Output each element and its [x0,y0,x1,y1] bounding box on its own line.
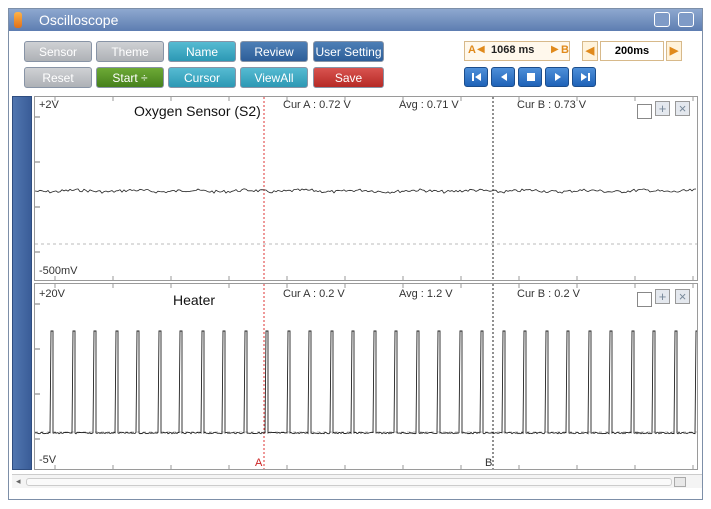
scroll-track[interactable] [26,478,672,486]
review-button[interactable]: Review [240,41,308,62]
marker-b: B [485,457,493,469]
arrow: ▶ [551,44,559,55]
cur-a: Cur A : 0.2 V [283,288,345,300]
cur-a: Cur A : 0.72 V [283,99,351,111]
close-button[interactable]: × [675,289,690,304]
theme-button[interactable]: Theme [96,41,164,62]
start-button[interactable]: Start ÷ [96,67,164,88]
cursor-button[interactable]: Cursor [168,67,236,88]
sensor-button[interactable]: Sensor [24,41,92,62]
viewall-button[interactable]: ViewAll [240,67,308,88]
window-button[interactable] [678,12,694,27]
cursor-delta: 1068 ms [491,44,535,56]
scroll-left[interactable]: ◂ [16,476,21,486]
user-setting-button[interactable]: User Setting [313,41,384,62]
close-button[interactable]: × [675,101,690,116]
transport-icons [472,73,590,81]
min-label: -5V [39,454,57,466]
time-div: 200ms [600,41,664,61]
channel-name: Heater [173,292,216,308]
panel: +20V Heater Cur A : 0.2 V Avg : 1.2 V Cu… [34,283,698,470]
min-label: -500mV [39,265,78,277]
name-button[interactable]: Name [168,41,236,62]
window-button[interactable] [654,12,670,27]
cursor-b-label: B [561,44,569,56]
waveform [35,330,697,435]
panel: +2V Oxygen Sensor (S2) Cur A : 0.72 V Av… [34,96,698,281]
add-button[interactable]: + [655,289,670,304]
configuration-tab[interactable]: Configuration [12,96,206,470]
add-button[interactable]: + [655,101,670,116]
cur-b: Cur B : 0.73 V [517,99,587,111]
cursor-a-label: A [468,44,476,56]
max-label: +2V [39,99,59,111]
avg: Avg : 1.2 V [399,288,453,300]
save-button[interactable]: Save [313,67,384,88]
title-bar: Oscilloscope [9,9,702,31]
time-up-button[interactable]: ▶ [666,41,682,61]
avg: Avg : 0.71 V [399,99,459,111]
checkbox[interactable] [637,292,652,307]
scrollbar[interactable]: ◂ [12,474,702,488]
time-down-button[interactable]: ◀ [582,41,598,61]
reset-button[interactable]: Reset [24,67,92,88]
channel-name: Oxygen Sensor (S2) [134,103,261,119]
cur-b: Cur B : 0.2 V [517,288,580,300]
marker-a: A [255,457,263,469]
waveform [35,188,697,194]
cursor-box [464,41,570,61]
app-icon [14,12,22,28]
waveform-area [35,284,697,469]
checkbox[interactable] [637,104,652,119]
arrow: ◀ [477,44,485,55]
scroll-thumb[interactable] [674,477,686,487]
waveform-area [35,97,697,280]
max-label: +20V [39,288,65,300]
